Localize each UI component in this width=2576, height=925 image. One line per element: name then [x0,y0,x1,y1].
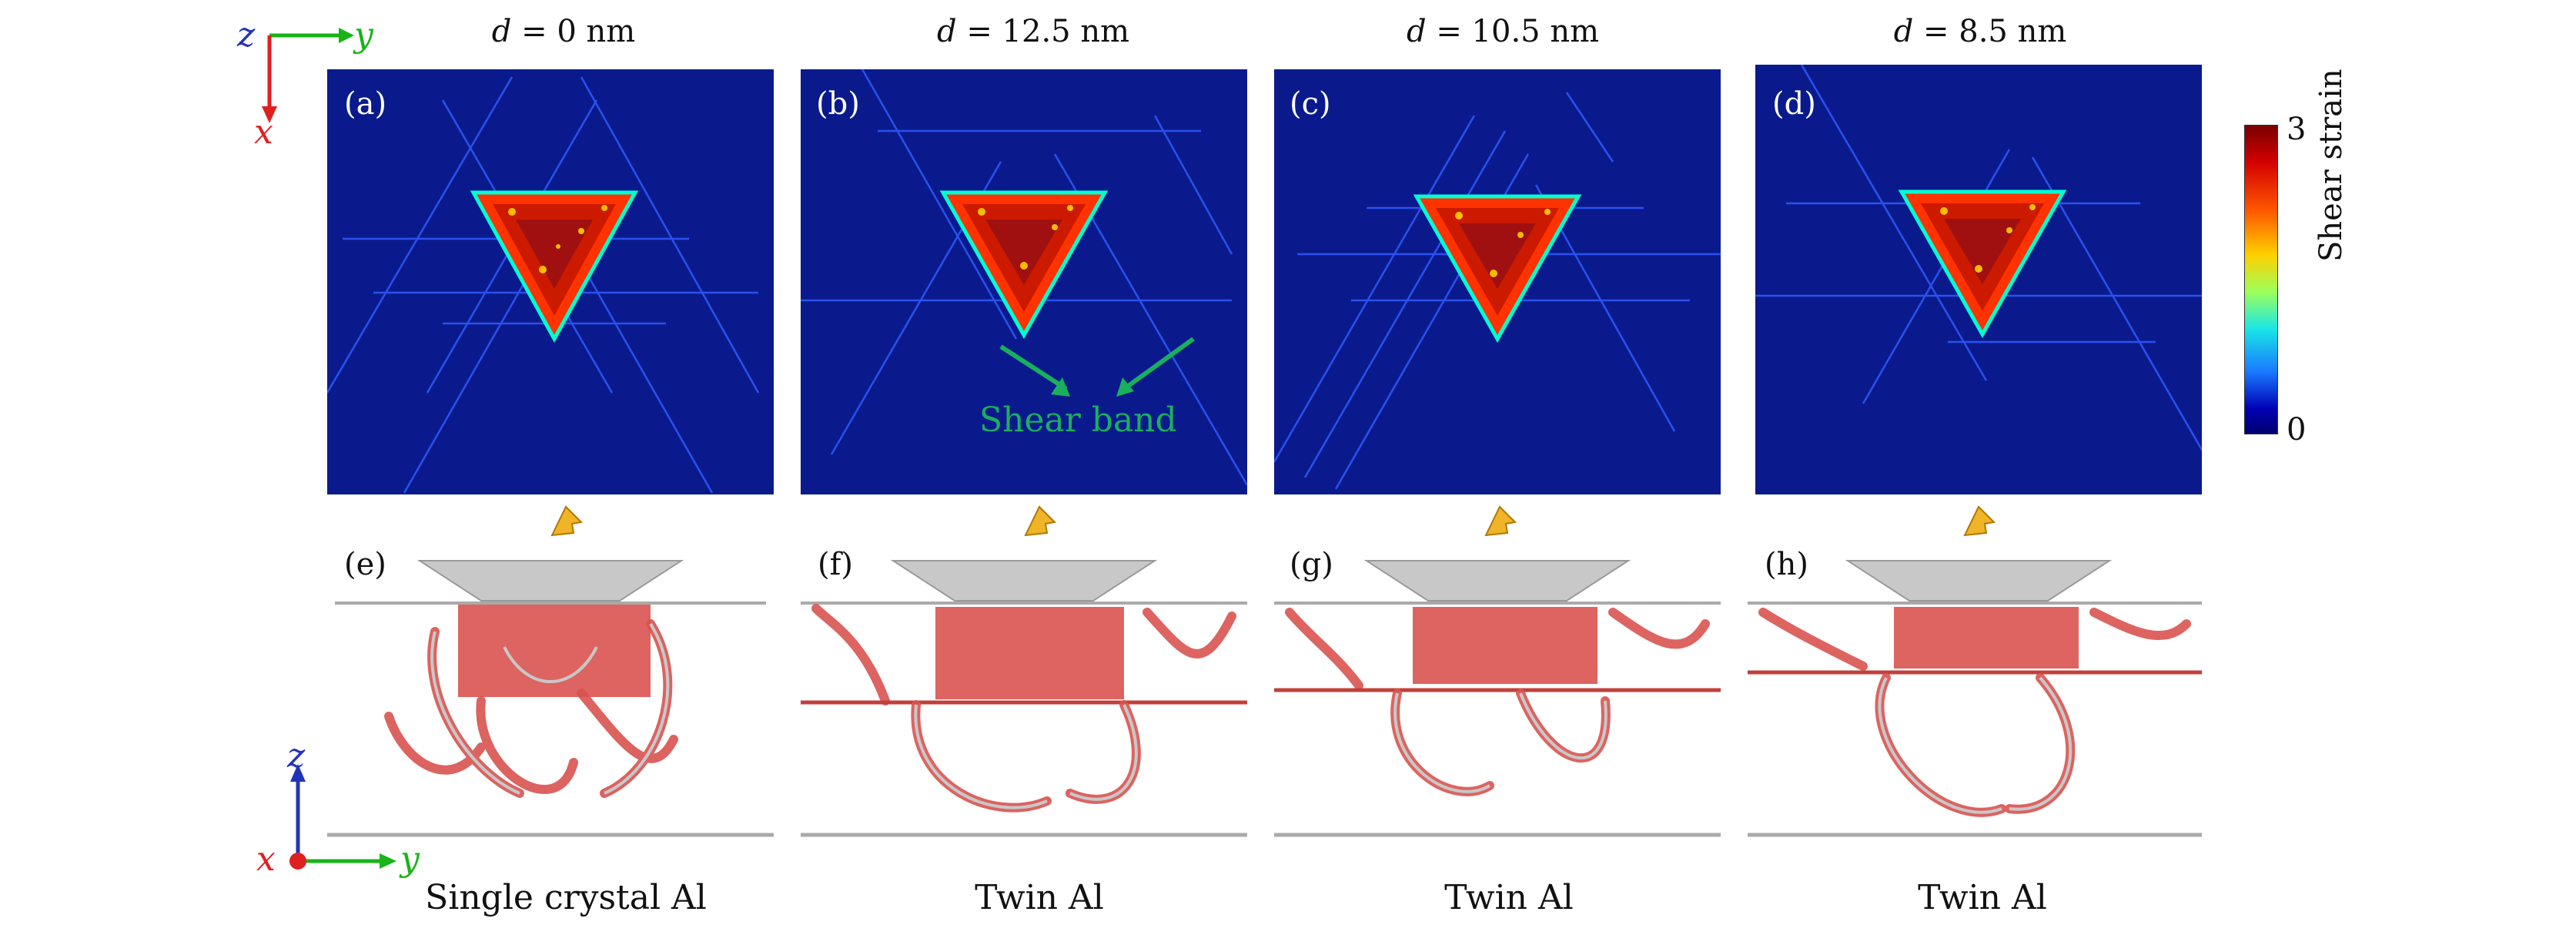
dislocation-panel-h: (h) [1748,539,2202,847]
strain-map-panel-b: (b) Shear band [801,69,1247,494]
column-title-c: d = 10.5 nm [1406,14,1600,49]
axis-triad-top: z y x [223,14,373,152]
panel-label-a: (a) [344,86,387,122]
shear-band-annotation: Shear band [979,400,1177,440]
column-title-d: d = 8.5 nm [1893,14,2067,49]
axis-arrows-bottom [289,764,396,870]
caption-a: Single crystal Al [425,878,707,917]
strain-map-panel-c: (c) [1274,69,1721,494]
axis-x-label: x [254,112,273,152]
caption-c: Twin Al [1444,878,1574,917]
colorbar-min-label: 0 [2287,412,2307,447]
strain-map-panel-a: (a) [327,69,774,494]
indenter-arrow-a [550,505,584,537]
axis-y-label-bottom: y [400,840,420,879]
panel-label-h: (h) [1765,547,1808,582]
panel-label-d: (d) [1772,86,1816,122]
axis-arrows-top [262,28,354,123]
indenter-arrow-c [1484,505,1517,537]
dislocation-panel-g: (g) [1274,539,1721,847]
panel-label-e: (e) [344,547,386,582]
panel-label-f: (f) [818,547,854,582]
panel-label-b: (b) [816,86,860,122]
colorbar-axis-label: Shear strain [2313,69,2349,262]
colorbar-max-label: 3 [2287,112,2307,147]
axis-x-label-bottom: x [256,840,276,879]
colorbar [2244,125,2278,434]
panel-label-c: (c) [1290,86,1331,122]
caption-b: Twin Al [975,878,1104,917]
indenter-arrow-b [1024,505,1057,537]
indenter-arrow-d [1963,505,1996,537]
axis-triad-bottom: z y x [250,736,427,879]
column-title-b: d = 12.5 nm [936,14,1130,49]
caption-d: Twin Al [1918,878,2047,917]
shear-band-arrows [999,337,1195,397]
axis-z-label: z [237,15,256,55]
dislocation-panel-f: (f) [801,539,1247,847]
axis-z-label-bottom: z [287,736,306,776]
panel-label-g: (g) [1290,547,1333,582]
dislocation-panel-e: (e) [327,539,774,847]
strain-map-panel-d: (d) [1755,65,2202,494]
column-title-a: d = 0 nm [491,14,636,49]
axis-y-label: y [354,15,373,55]
